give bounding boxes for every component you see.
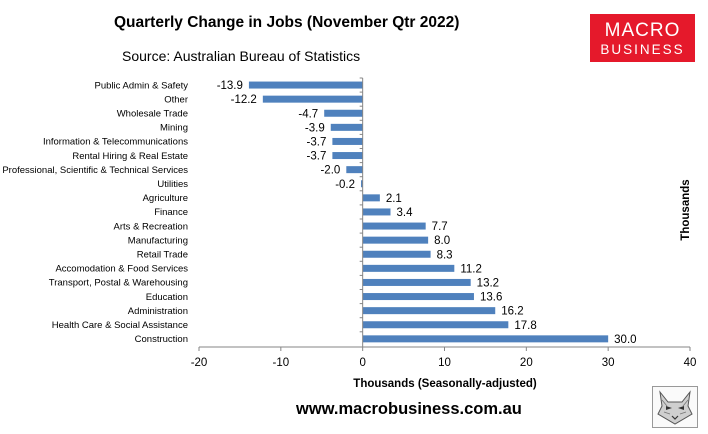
category-label: Mining bbox=[160, 123, 188, 134]
category-label: Rental Hiring & Real Estate bbox=[72, 151, 188, 162]
right-axis-title: Thousands bbox=[680, 179, 692, 240]
data-label: 13.6 bbox=[480, 292, 502, 304]
category-label: Administration bbox=[128, 306, 188, 317]
bar bbox=[362, 236, 429, 244]
category-label: Health Care & Social Assistance bbox=[52, 320, 188, 331]
data-label: 2.1 bbox=[386, 193, 402, 205]
category-label: Transport, Postal & Warehousing bbox=[49, 278, 188, 289]
data-label: 8.3 bbox=[437, 249, 453, 261]
data-label: 30.0 bbox=[614, 334, 636, 346]
category-label: Retail Trade bbox=[137, 249, 188, 260]
bar bbox=[362, 194, 380, 202]
category-label: Finance bbox=[154, 207, 188, 218]
bar bbox=[362, 293, 474, 301]
x-tick-label: 20 bbox=[520, 357, 533, 369]
wolf-mascot-icon bbox=[652, 386, 698, 428]
data-label: -4.7 bbox=[298, 108, 318, 120]
data-label: 7.7 bbox=[432, 221, 448, 233]
logo-line-1: MACRO bbox=[604, 20, 681, 41]
category-label: Agriculture bbox=[143, 193, 188, 204]
chart-title: Quarterly Change in Jobs (November Qtr 2… bbox=[114, 14, 460, 31]
data-label: -3.7 bbox=[307, 136, 327, 148]
bar bbox=[362, 208, 391, 216]
bar bbox=[362, 307, 496, 315]
data-label: 13.2 bbox=[477, 277, 499, 289]
data-label: -2.0 bbox=[320, 165, 340, 177]
bar bbox=[330, 123, 363, 131]
data-label: 3.4 bbox=[396, 207, 413, 219]
x-tick-label: 30 bbox=[602, 357, 615, 369]
chart-subtitle: Source: Australian Bureau of Statistics bbox=[122, 48, 361, 64]
data-label: 11.2 bbox=[460, 263, 482, 275]
bar bbox=[346, 166, 363, 174]
bar bbox=[248, 81, 363, 89]
category-label: Utilities bbox=[157, 179, 188, 190]
bar bbox=[324, 109, 363, 117]
bar bbox=[262, 95, 363, 103]
category-label: Public Admin & Safety bbox=[95, 80, 189, 91]
category-label: Information & Telecommunications bbox=[43, 137, 188, 148]
bar bbox=[362, 278, 471, 286]
footer-url: www.macrobusiness.com.au bbox=[296, 400, 522, 418]
category-label: Manufacturing bbox=[128, 235, 188, 246]
x-axis-title: Thousands (Seasonally-adjusted) bbox=[353, 378, 537, 390]
data-label: 17.8 bbox=[514, 320, 536, 332]
bar bbox=[362, 335, 609, 343]
bar bbox=[332, 152, 363, 160]
category-label: Wholesale Trade bbox=[117, 108, 188, 119]
bar bbox=[362, 264, 455, 272]
x-tick-label: -20 bbox=[191, 357, 208, 369]
bar bbox=[361, 180, 363, 188]
x-tick-label: -10 bbox=[273, 357, 290, 369]
bar bbox=[362, 222, 426, 230]
data-label: -0.2 bbox=[335, 179, 355, 191]
data-label: -13.9 bbox=[217, 80, 243, 92]
category-label: Arts & Recreation bbox=[114, 221, 188, 232]
logo-line-2: BUSINESS bbox=[600, 42, 685, 57]
x-tick-label: 10 bbox=[438, 357, 451, 369]
category-label: Construction bbox=[135, 334, 188, 345]
category-label: Professional, Scientific & Technical Ser… bbox=[2, 165, 188, 176]
x-tick-label: 40 bbox=[684, 357, 697, 369]
category-label: Education bbox=[146, 292, 188, 303]
bar bbox=[362, 321, 509, 329]
bar bbox=[332, 137, 363, 145]
data-label: -3.7 bbox=[307, 151, 327, 163]
data-label: -3.9 bbox=[305, 122, 325, 134]
data-label: -12.2 bbox=[231, 94, 257, 106]
category-label: Other bbox=[164, 94, 188, 105]
data-label: 16.2 bbox=[501, 306, 523, 318]
category-label: Accomodation & Food Services bbox=[55, 264, 188, 275]
bar bbox=[362, 250, 431, 258]
x-tick-label: 0 bbox=[359, 357, 365, 369]
data-label: 8.0 bbox=[434, 235, 450, 247]
macrobusiness-logo: MACRO BUSINESS bbox=[590, 14, 695, 62]
